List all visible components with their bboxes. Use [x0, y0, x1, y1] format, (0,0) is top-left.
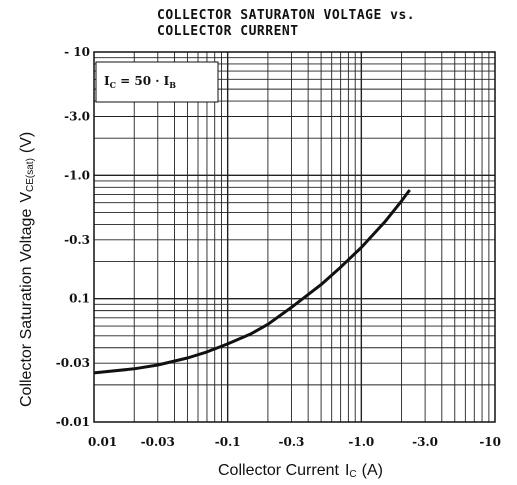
y-tick-label: -1.0 — [64, 168, 90, 182]
series-line — [93, 189, 411, 375]
y-tick-label: -0.03 — [56, 356, 90, 370]
y-tick-label: - 10 — [64, 45, 90, 59]
y-tick-label: -0.3 — [64, 233, 90, 247]
x-axis-label: Collector Current IC (A) — [218, 462, 383, 480]
y-axis-label: Collector Saturation VoltageVCE(sat)(V) — [18, 132, 36, 407]
x-tick-label: 0.01 — [88, 435, 117, 449]
y-tick-label: -0.01 — [56, 415, 90, 429]
x-tick-label: -0.3 — [279, 435, 305, 449]
chart-title-line-1: COLLECTOR SATURATON VOLTAGE vs. — [157, 8, 415, 23]
y-tick-label: -3.0 — [64, 109, 90, 123]
y-tick-labels: - 10 -3.0 -1.0 -0.3 0.1 -0.03 -0.01 — [56, 45, 90, 429]
annotation-box: IC = 50 · IB — [95, 61, 219, 103]
x-tick-label: -0.1 — [215, 435, 241, 449]
plot-frame — [93, 51, 496, 423]
y-tick-label: 0.1 — [69, 292, 90, 306]
x-tick-label: -3.0 — [412, 435, 438, 449]
x-tick-labels: 0.01 -0.03 -0.1 -0.3 -1.0 -3.0 -10 — [88, 435, 501, 449]
grid — [94, 52, 495, 422]
annotation-text: IC = 50 · IB — [104, 74, 176, 90]
x-tick-label: -10 — [479, 435, 501, 449]
x-tick-label: -0.03 — [141, 435, 175, 449]
chart-title-line-2: COLLECTOR CURRENT — [157, 24, 299, 39]
x-tick-label: -1.0 — [348, 435, 374, 449]
